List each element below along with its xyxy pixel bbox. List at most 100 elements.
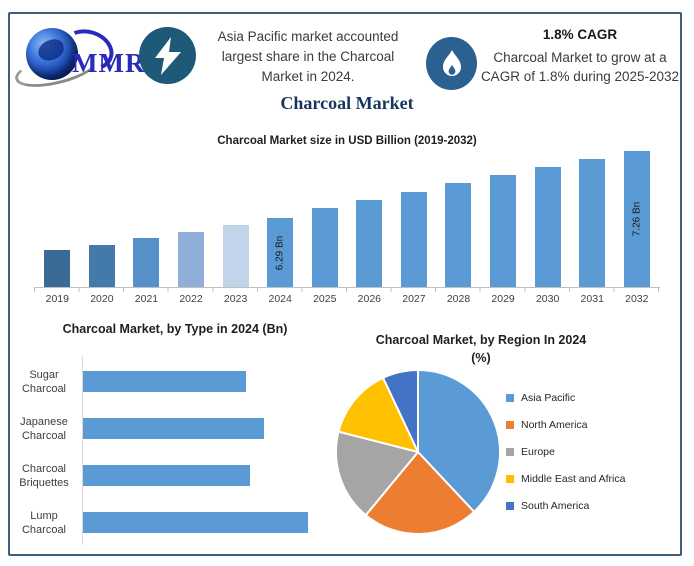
x-tick-label-2020: 2020 xyxy=(90,293,114,305)
bar-col-2022 xyxy=(169,151,214,287)
bar-col-2029 xyxy=(481,151,526,287)
legend-item-south-america: South America xyxy=(506,497,625,514)
legend-item-middle-east-and-africa: Middle East and Africa xyxy=(506,470,625,487)
by-type-row-3: Charcoal Briquettes xyxy=(8,452,338,499)
globe-icon xyxy=(26,28,78,80)
market-size-bar-2029 xyxy=(490,175,517,287)
asia-note-line-2: largest share in the Charcoal xyxy=(221,49,395,64)
market-size-bar-2019 xyxy=(44,250,71,287)
market-size-chart-title: Charcoal Market size in USD Billion (201… xyxy=(217,135,477,147)
x-tick-label-2030: 2030 xyxy=(535,293,560,305)
market-size-bar-2032: 7.26 Bn xyxy=(623,151,650,287)
legend-label: Europe xyxy=(521,445,555,458)
market-size-bar-2024: 6.29 Bn xyxy=(267,218,294,287)
market-size-bar-2023 xyxy=(222,225,249,287)
logo-text: MMR xyxy=(72,48,146,78)
legend-item-north-america: North America xyxy=(506,416,625,433)
market-size-x-axis xyxy=(34,287,660,288)
legend-label: South America xyxy=(521,499,590,512)
asia-note-line-1: Asia Pacific market accounted xyxy=(217,29,399,44)
by-type-row-1: Sugar Charcoal xyxy=(8,358,338,405)
bar-col-2027 xyxy=(392,151,437,287)
market-size-bar-2022 xyxy=(178,232,205,287)
legend-item-asia-pacific: Asia Pacific xyxy=(506,389,625,406)
market-size-bar-2027 xyxy=(400,192,427,287)
x-tick-label-2023: 2023 xyxy=(223,293,248,305)
x-tick-label-2021: 2021 xyxy=(134,293,159,305)
asia-note-line-3: Market in 2024. xyxy=(261,69,355,84)
by-type-label-4: Lump Charcoal xyxy=(21,509,67,536)
x-tick-label-2019: 2019 xyxy=(45,293,69,305)
bar-col-2019 xyxy=(35,151,80,287)
by-type-chart-title: Charcoal Market, by Type in 2024 (Bn) xyxy=(62,322,288,336)
page-title: Charcoal Market xyxy=(280,93,414,113)
market-size-bar-2020 xyxy=(88,245,115,287)
lightning-badge xyxy=(139,27,196,84)
legend-swatch-icon xyxy=(506,474,514,483)
cagr-note-line-2: CAGR of 1.8% during 2025-2032 xyxy=(480,69,680,84)
legend-swatch-icon xyxy=(506,447,514,456)
by-region-chart-title: Charcoal Market, by Region In 2024 (%) xyxy=(340,331,622,367)
market-size-plot: 6.29 Bn 7.26 Bn xyxy=(35,151,659,287)
globe-continent-shape xyxy=(36,37,66,63)
by-type-label-2: Japanese Charcoal xyxy=(20,415,68,442)
mmr-logo: MMR xyxy=(11,22,146,94)
bar-col-2020 xyxy=(80,151,125,287)
x-tick-label-2025: 2025 xyxy=(313,293,337,305)
by-region-title-line-2: (%) xyxy=(471,351,491,365)
pie-svg xyxy=(335,369,501,535)
legend-swatch-icon xyxy=(506,501,514,510)
cagr-note-line-1: Charcoal Market to grow at a xyxy=(493,50,667,65)
bar-col-2023 xyxy=(213,151,258,287)
market-size-axis-ticks xyxy=(34,288,660,292)
by-type-bar-2 xyxy=(83,418,264,439)
bar-data-label-2024: 6.29 Bn xyxy=(274,235,286,270)
by-type-label-3: Charcoal Briquettes xyxy=(19,462,69,489)
flame-badge xyxy=(426,37,477,90)
pie-slice-south-america xyxy=(382,369,419,453)
x-tick-label-2024: 2024 xyxy=(268,293,292,305)
bar-col-2028 xyxy=(436,151,481,287)
by-region-legend: Asia Pacific North America Europe Middle Ea… xyxy=(506,389,625,524)
by-type-row-2: Japanese Charcoal xyxy=(8,405,338,452)
bar-col-2024: 6.29 Bn xyxy=(258,151,303,287)
x-tick-label-2031: 2031 xyxy=(580,293,604,305)
by-region-pie xyxy=(333,367,503,537)
market-size-bar-2021 xyxy=(133,238,160,287)
x-tick-label-2027: 2027 xyxy=(402,293,426,305)
legend-label: Middle East and Africa xyxy=(521,472,626,485)
bar-col-2030 xyxy=(525,151,570,287)
cagr-title: 1.8% CAGR xyxy=(542,27,618,42)
flame-icon xyxy=(442,49,461,76)
legend-label: Asia Pacific xyxy=(521,391,576,404)
market-size-bar-2031 xyxy=(579,159,606,287)
by-type-bar-4 xyxy=(83,512,308,533)
x-tick-label-2022: 2022 xyxy=(179,293,203,305)
bar-col-2025 xyxy=(302,151,347,287)
cagr-callout: 1.8% CAGR Charcoal Market to grow at a C… xyxy=(479,27,681,86)
market-size-bar-2025 xyxy=(311,208,338,287)
bar-col-2021 xyxy=(124,151,169,287)
legend-label: North America xyxy=(521,418,588,431)
legend-item-europe: Europe xyxy=(506,443,625,460)
asia-pacific-note: Asia Pacific market accounted largest sh… xyxy=(200,27,416,87)
by-region-title-line-1: Charcoal Market, by Region In 2024 xyxy=(375,333,587,347)
market-size-bar-2028 xyxy=(445,183,472,287)
by-type-y-axis xyxy=(82,356,83,545)
pie-slice-asia-pacific xyxy=(417,369,501,513)
bar-data-label-2032: 7.26 Bn xyxy=(631,201,643,237)
pie-slice-europe xyxy=(335,430,419,517)
by-type-rows: Sugar Charcoal Japanese Charcoal Charcoal … xyxy=(8,358,338,546)
by-type-row-4: Lump Charcoal xyxy=(8,499,338,546)
market-size-bar-2030 xyxy=(534,167,561,287)
x-tick-label-2029: 2029 xyxy=(491,293,515,305)
pie-slice-middle-east-and-africa xyxy=(337,376,419,453)
bar-col-2032: 7.26 Bn xyxy=(615,151,660,287)
market-size-xlabels: 2019 2020 2021 2022 2023 2024 2025 2026 2027 2028… xyxy=(35,293,659,305)
by-type-label-1: Sugar Charcoal xyxy=(21,368,67,395)
x-tick-label-2026: 2026 xyxy=(357,293,382,305)
pie-slice-north-america xyxy=(364,451,476,535)
by-type-bar-3 xyxy=(83,465,250,486)
bar-col-2031 xyxy=(570,151,615,287)
